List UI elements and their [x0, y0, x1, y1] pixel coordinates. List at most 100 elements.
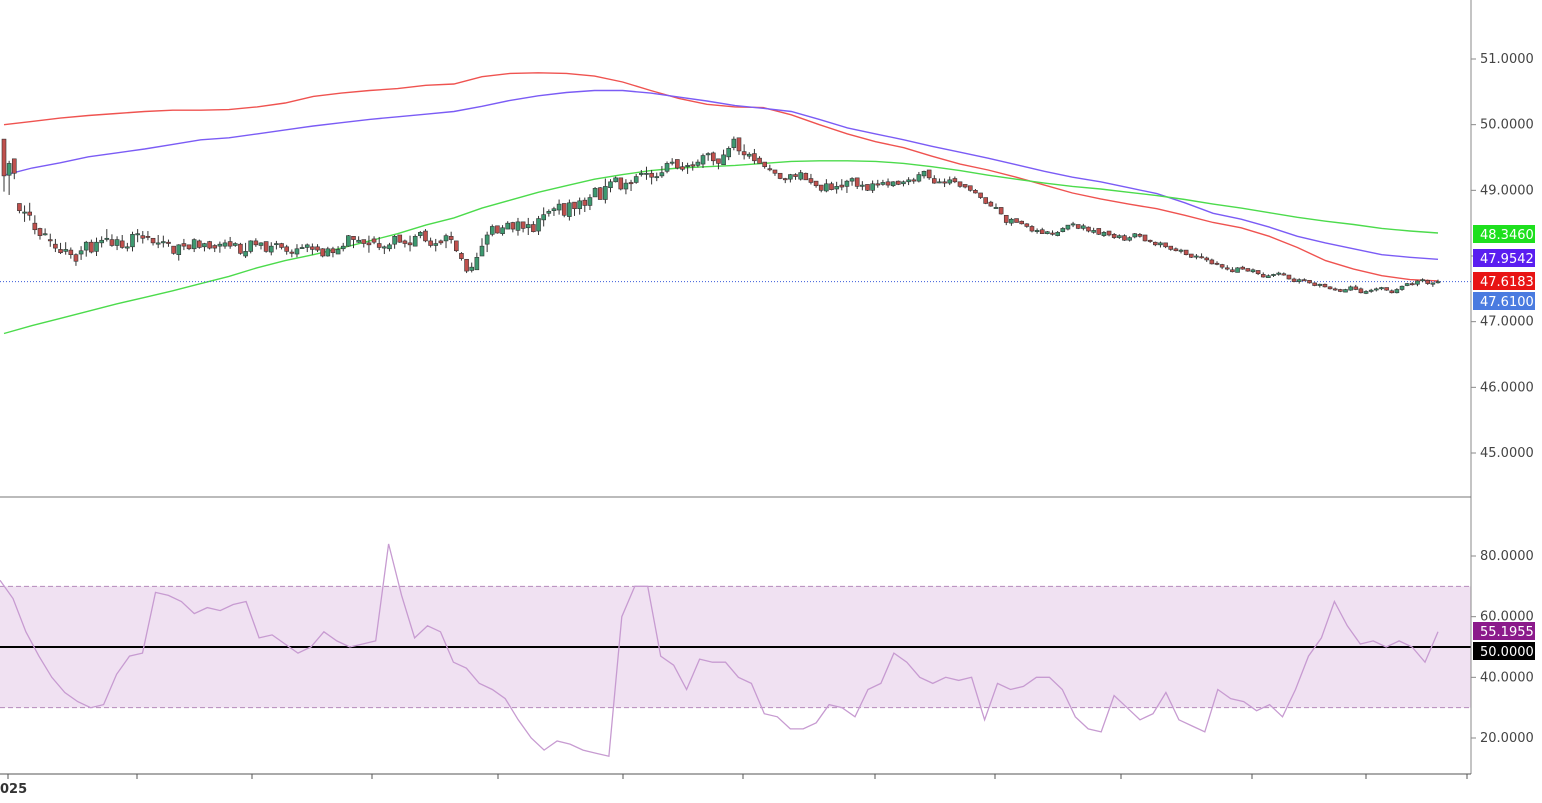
candle-body: [438, 240, 444, 244]
price-tick-label: 50.0000: [1480, 118, 1534, 133]
candle-body: [505, 222, 510, 230]
candle-body: [967, 185, 973, 191]
candle-body: [1415, 280, 1420, 285]
candle-body: [659, 172, 665, 177]
candle-body: [433, 243, 439, 246]
candle: [890, 181, 896, 188]
candle: [973, 189, 978, 194]
candle-body: [53, 243, 58, 249]
candle-body: [166, 241, 171, 244]
candle: [423, 229, 428, 243]
candle-body: [186, 244, 192, 250]
candle-body: [829, 183, 834, 190]
candle: [299, 244, 305, 249]
candle-body: [1430, 282, 1436, 285]
candle: [952, 176, 958, 184]
candle-body: [777, 172, 783, 179]
candle-body: [890, 181, 896, 187]
candle: [1060, 227, 1066, 233]
candle: [1178, 248, 1184, 254]
candle: [582, 197, 588, 213]
candle: [767, 164, 773, 172]
candle: [376, 236, 382, 251]
candle-body: [685, 165, 690, 167]
candle-body: [279, 243, 284, 248]
candle-body: [366, 242, 372, 246]
candle-body: [1111, 234, 1117, 238]
candle-body: [253, 240, 259, 246]
candle-body: [962, 184, 968, 188]
candle: [926, 169, 932, 180]
candle: [325, 246, 331, 257]
candle-body: [515, 221, 521, 231]
oscillator-value-tag-bg: [1473, 622, 1535, 640]
candle: [736, 137, 742, 155]
candle: [1086, 226, 1091, 233]
candle-body: [1230, 269, 1235, 273]
candle-body: [351, 236, 356, 240]
candle: [1312, 282, 1317, 287]
candle: [510, 221, 516, 233]
candle: [1430, 282, 1436, 287]
candle-body: [382, 246, 387, 249]
candle: [361, 239, 367, 248]
candle-body: [140, 235, 146, 239]
candle: [1019, 220, 1024, 225]
candle: [798, 169, 803, 181]
candle: [1173, 247, 1179, 252]
candle-body: [1368, 289, 1374, 292]
candle-body: [320, 248, 325, 257]
candle-body: [628, 182, 634, 185]
candle-body: [448, 236, 454, 240]
candle-body: [1163, 242, 1168, 248]
candle-body: [597, 187, 603, 200]
candle-body: [957, 181, 963, 187]
candle-body: [1296, 279, 1302, 282]
candle: [1188, 253, 1194, 258]
candle-body: [808, 178, 814, 183]
candle-body: [849, 178, 855, 182]
candle-body: [618, 177, 624, 190]
candle: [639, 169, 644, 177]
moving-average-line-1: [3, 72, 1439, 282]
candle: [1009, 217, 1014, 226]
candle: [1399, 285, 1405, 291]
candle-body: [474, 257, 480, 271]
candle: [561, 203, 567, 218]
candle-body: [556, 203, 562, 211]
candle: [474, 252, 480, 271]
candle: [1209, 258, 1215, 265]
candle: [1338, 288, 1343, 293]
candle: [1420, 278, 1425, 283]
price-tick-label: 49.0000: [1480, 183, 1534, 198]
candle: [1368, 288, 1374, 293]
candle: [181, 238, 187, 251]
candle: [608, 179, 613, 193]
oscillator-tick-label: 80.0000: [1480, 549, 1534, 564]
candle-body: [782, 178, 788, 181]
candle-body: [839, 184, 845, 188]
candle: [438, 239, 444, 245]
candle-body: [788, 174, 793, 180]
candle: [1163, 242, 1168, 249]
candle-body: [1014, 218, 1019, 223]
candle-body: [217, 243, 223, 247]
candle: [1153, 241, 1158, 247]
candle: [1219, 263, 1225, 270]
candle-body: [1075, 224, 1081, 229]
candle-body: [258, 242, 264, 246]
candle: [1245, 268, 1251, 272]
candle-body: [1003, 214, 1009, 223]
oscillator-tick-label: 60.0000: [1480, 610, 1534, 625]
candle: [1024, 223, 1030, 228]
candle: [525, 217, 531, 235]
candle-body: [1410, 283, 1415, 286]
candle: [109, 234, 115, 247]
candle: [551, 206, 557, 216]
candle-body: [489, 226, 495, 235]
candle: [58, 242, 63, 255]
candle: [47, 233, 53, 247]
candle: [1029, 225, 1035, 233]
candle: [459, 252, 464, 261]
